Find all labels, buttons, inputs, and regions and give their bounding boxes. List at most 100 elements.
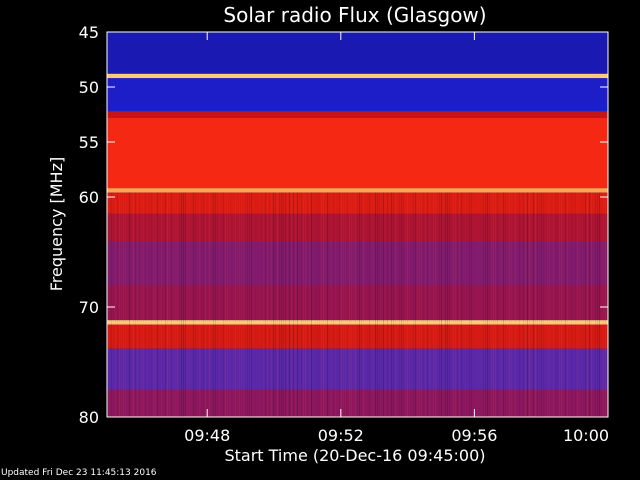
time-column — [375, 192, 376, 417]
time-column — [391, 192, 392, 417]
time-column — [551, 193, 552, 417]
time-column — [395, 192, 396, 417]
y-tick-label: 50 — [79, 78, 99, 97]
time-column — [251, 192, 252, 417]
time-column — [191, 192, 192, 417]
time-column — [397, 193, 398, 417]
time-column — [173, 192, 174, 417]
time-column — [501, 192, 502, 417]
time-column — [365, 193, 366, 417]
time-column — [445, 192, 446, 417]
time-column — [563, 193, 564, 417]
time-column — [355, 192, 356, 417]
time-column — [351, 192, 352, 417]
time-column — [449, 192, 450, 417]
time-column — [159, 193, 160, 417]
time-column — [447, 192, 448, 417]
time-column — [273, 192, 274, 417]
time-column — [553, 192, 554, 417]
time-column — [123, 192, 124, 417]
time-column — [357, 192, 358, 417]
time-column — [263, 192, 264, 417]
time-column — [599, 192, 600, 417]
time-column — [145, 193, 146, 417]
time-column — [465, 193, 466, 417]
time-column — [541, 192, 542, 417]
time-column — [179, 192, 180, 417]
time-column — [439, 192, 440, 417]
time-column — [481, 193, 482, 417]
time-column — [517, 193, 518, 417]
frequency-band — [107, 348, 608, 390]
time-column — [187, 192, 188, 417]
time-column — [521, 193, 522, 417]
time-column — [177, 192, 178, 417]
y-axis: 45 50 55 60 70 80 — [79, 23, 608, 427]
time-column — [163, 193, 164, 417]
x-tick-label: 09:52 — [318, 426, 364, 445]
time-column — [287, 192, 288, 417]
time-column — [197, 193, 198, 417]
time-column — [579, 192, 580, 417]
time-column — [293, 192, 294, 417]
time-column — [463, 193, 464, 417]
frequency-band — [107, 241, 608, 285]
time-column — [147, 192, 148, 417]
time-column — [349, 192, 350, 417]
time-column — [239, 192, 240, 417]
time-column — [125, 192, 126, 417]
time-column — [413, 192, 414, 417]
time-column — [377, 192, 378, 417]
time-column — [207, 193, 208, 417]
time-column — [603, 192, 604, 417]
time-column — [337, 193, 338, 417]
time-column — [155, 192, 156, 417]
time-column — [221, 193, 222, 417]
time-column — [301, 192, 302, 417]
x-axis: 09:48 09:52 09:56 10:00 — [184, 32, 609, 445]
time-column — [257, 193, 258, 417]
time-column — [227, 192, 228, 417]
time-column — [143, 192, 144, 417]
time-column — [339, 192, 340, 417]
time-column — [423, 192, 424, 417]
time-column — [315, 193, 316, 417]
time-column — [435, 192, 436, 417]
time-column — [547, 192, 548, 417]
time-column — [533, 192, 534, 417]
time-column — [109, 193, 110, 417]
time-column — [489, 192, 490, 417]
time-column — [121, 192, 122, 417]
y-tick-label: 70 — [79, 298, 99, 317]
time-column — [261, 193, 262, 417]
frequency-bands — [107, 32, 608, 417]
time-column — [453, 192, 454, 417]
time-column — [433, 192, 434, 417]
time-column — [335, 192, 336, 417]
time-column — [411, 193, 412, 417]
frequency-band — [107, 285, 608, 321]
time-column — [559, 192, 560, 417]
time-column — [403, 192, 404, 417]
time-column — [587, 192, 588, 417]
time-column — [209, 192, 210, 417]
time-column — [285, 192, 286, 417]
time-column — [309, 192, 310, 417]
time-column — [581, 193, 582, 417]
frequency-band — [107, 389, 608, 417]
time-column — [223, 192, 224, 417]
time-column — [537, 192, 538, 417]
time-column — [249, 192, 250, 417]
time-column — [593, 193, 594, 417]
time-column — [457, 192, 458, 417]
y-tick-label: 45 — [79, 23, 99, 42]
time-column — [189, 192, 190, 417]
time-column — [359, 192, 360, 417]
time-column — [289, 192, 290, 417]
time-column — [341, 192, 342, 417]
time-column — [185, 192, 186, 417]
time-column — [317, 192, 318, 417]
y-axis-label: Frequency [MHz] — [47, 157, 66, 291]
time-column — [283, 192, 284, 417]
time-column — [139, 193, 140, 417]
